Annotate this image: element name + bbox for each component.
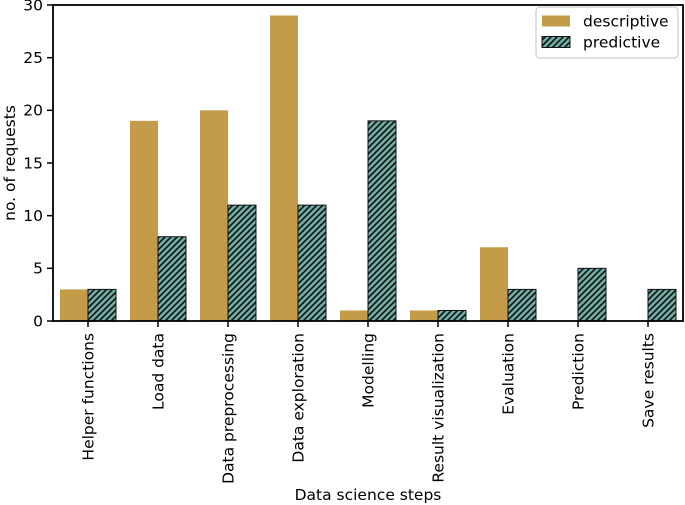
bar-descriptive-result-visualization (410, 310, 438, 321)
bar-predictive-evaluation (507, 288, 537, 322)
x-axis-label: Data science steps (295, 486, 442, 504)
bar-descriptive-load-data (130, 120, 158, 321)
y-tick-label: 0 (33, 312, 43, 330)
x-tick-label-load-data: Load data (150, 333, 168, 410)
bar-predictive-data-exploration (297, 204, 327, 322)
bar-descriptive-data-exploration (270, 15, 298, 322)
bar-predictive-data-preprocessing (227, 204, 257, 322)
bar-descriptive-modelling (340, 310, 368, 321)
y-tick-label: 30 (23, 0, 43, 14)
x-tick-label-data-exploration: Data exploration (290, 333, 308, 463)
bar-descriptive-data-preprocessing (200, 110, 228, 321)
bar-descriptive-helper-functions (60, 289, 88, 321)
y-tick-label: 15 (23, 154, 43, 172)
y-axis-label: no. of requests (1, 105, 19, 221)
legend-swatch-descriptive (542, 15, 570, 27)
legend-swatch-predictive (541, 36, 571, 48)
x-tick-label-prediction: Prediction (570, 333, 588, 410)
y-tick-label: 20 (23, 102, 43, 120)
legend-box (535, 6, 679, 59)
x-tick-label-save-results: Save results (640, 333, 658, 428)
legend-label-descriptive: descriptive (583, 12, 669, 30)
x-tick-label-modelling: Modelling (360, 333, 378, 408)
bar-predictive-load-data (157, 236, 187, 322)
y-tick-label: 25 (23, 49, 43, 67)
bar-predictive-save-results (647, 288, 677, 322)
x-tick-label-result-visualization: Result visualization (430, 333, 448, 483)
bar-predictive-prediction (577, 267, 607, 322)
x-tick-label-data-preprocessing: Data preprocessing (220, 333, 238, 484)
x-tick-label-evaluation: Evaluation (500, 333, 518, 415)
x-tick-label-helper-functions: Helper functions (80, 333, 98, 461)
y-tick-label: 10 (23, 207, 43, 225)
bar-predictive-helper-functions (87, 288, 117, 322)
bar-descriptive-evaluation (480, 247, 508, 321)
y-tick-label: 5 (33, 260, 43, 278)
bar-predictive-result-visualization (437, 309, 467, 322)
legend-label-predictive: predictive (583, 33, 660, 51)
bar-predictive-modelling (367, 120, 397, 322)
